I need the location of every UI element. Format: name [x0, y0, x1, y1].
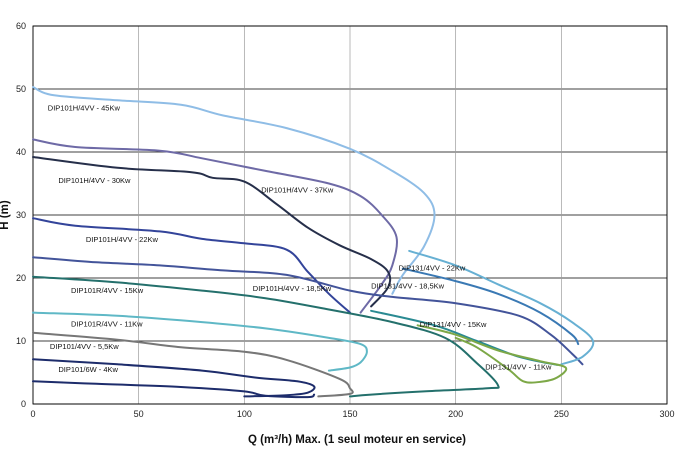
pump-curve-label: DIP101/4VV - 5,5Kw	[50, 342, 119, 351]
pump-curve-line	[32, 311, 368, 372]
pump-curve-label: DIP101H/4VV - 22Kw	[86, 235, 159, 244]
pump-curve-line	[32, 156, 392, 308]
pump-curve-label: DIP131/4VV - 11Kw	[485, 362, 552, 371]
y-tick-label: 20	[16, 273, 26, 283]
pump-curve-label: DIP101H/4VV - 18,5Kw	[253, 284, 332, 293]
pump-curve-label: DIP101H/4VV - 37Kw	[261, 185, 334, 194]
x-tick-label: 300	[659, 409, 674, 419]
y-tick-label: 10	[16, 336, 26, 346]
y-tick-label: 50	[16, 84, 26, 94]
x-tick-label: 100	[237, 409, 252, 419]
pump-curve-label: DIP101R/4VV - 11Kw	[71, 320, 143, 329]
pump-curve-line	[32, 217, 351, 314]
pump-curve-line	[408, 249, 595, 366]
pump-curve-label: DIP131/4VV - 18,5Kw	[371, 282, 445, 291]
pump-curve-label: DIP101H/4VV - 45Kw	[48, 103, 121, 112]
plot-frame	[32, 25, 668, 405]
y-axis-title: H (m)	[0, 200, 11, 230]
pump-curve-line	[32, 86, 436, 295]
y-tick-label: 0	[21, 399, 26, 409]
pump-curve-label: DIP101H/4VV - 30Kw	[58, 176, 131, 185]
y-tick-label: 60	[16, 21, 26, 31]
pump-curve-label: DIP131/4VV - 22Kw	[399, 263, 466, 272]
x-tick-label: 150	[342, 409, 357, 419]
x-axis-title: Q (m³/h) Max. (1 seul moteur en service)	[248, 434, 466, 446]
pump-curve-line	[32, 331, 354, 398]
x-tick-label: 50	[134, 409, 144, 419]
pump-curve-line	[32, 256, 584, 366]
pump-curve-label: DIP101/6W - 4Kw	[58, 365, 118, 374]
grid	[32, 25, 668, 405]
pump-curve-line	[32, 358, 316, 398]
pump-curve-line	[32, 138, 398, 314]
tick-labels: 0 10 20 30 40 50 60 0 50 100 150 200 250 300	[16, 21, 675, 419]
curves	[32, 86, 595, 399]
y-tick-label: 30	[16, 210, 26, 220]
pump-curve-line	[401, 267, 580, 346]
pump-curve-line	[32, 380, 316, 399]
pump-curve-line	[32, 275, 500, 398]
pump-curve-label: DIP101R/4VV - 15Kw	[71, 286, 144, 295]
curve-labels: DIP101H/4VV - 45Kw DIP101H/4VV - 37Kw DIP1…	[48, 103, 552, 373]
pump-curve-label: DIP131/4VV - 15Kw	[420, 320, 487, 329]
pump-curve-line	[416, 324, 568, 384]
y-tick-label: 40	[16, 147, 26, 157]
x-tick-label: 200	[448, 409, 463, 419]
x-tick-label: 0	[30, 409, 35, 419]
x-tick-label: 250	[554, 409, 569, 419]
